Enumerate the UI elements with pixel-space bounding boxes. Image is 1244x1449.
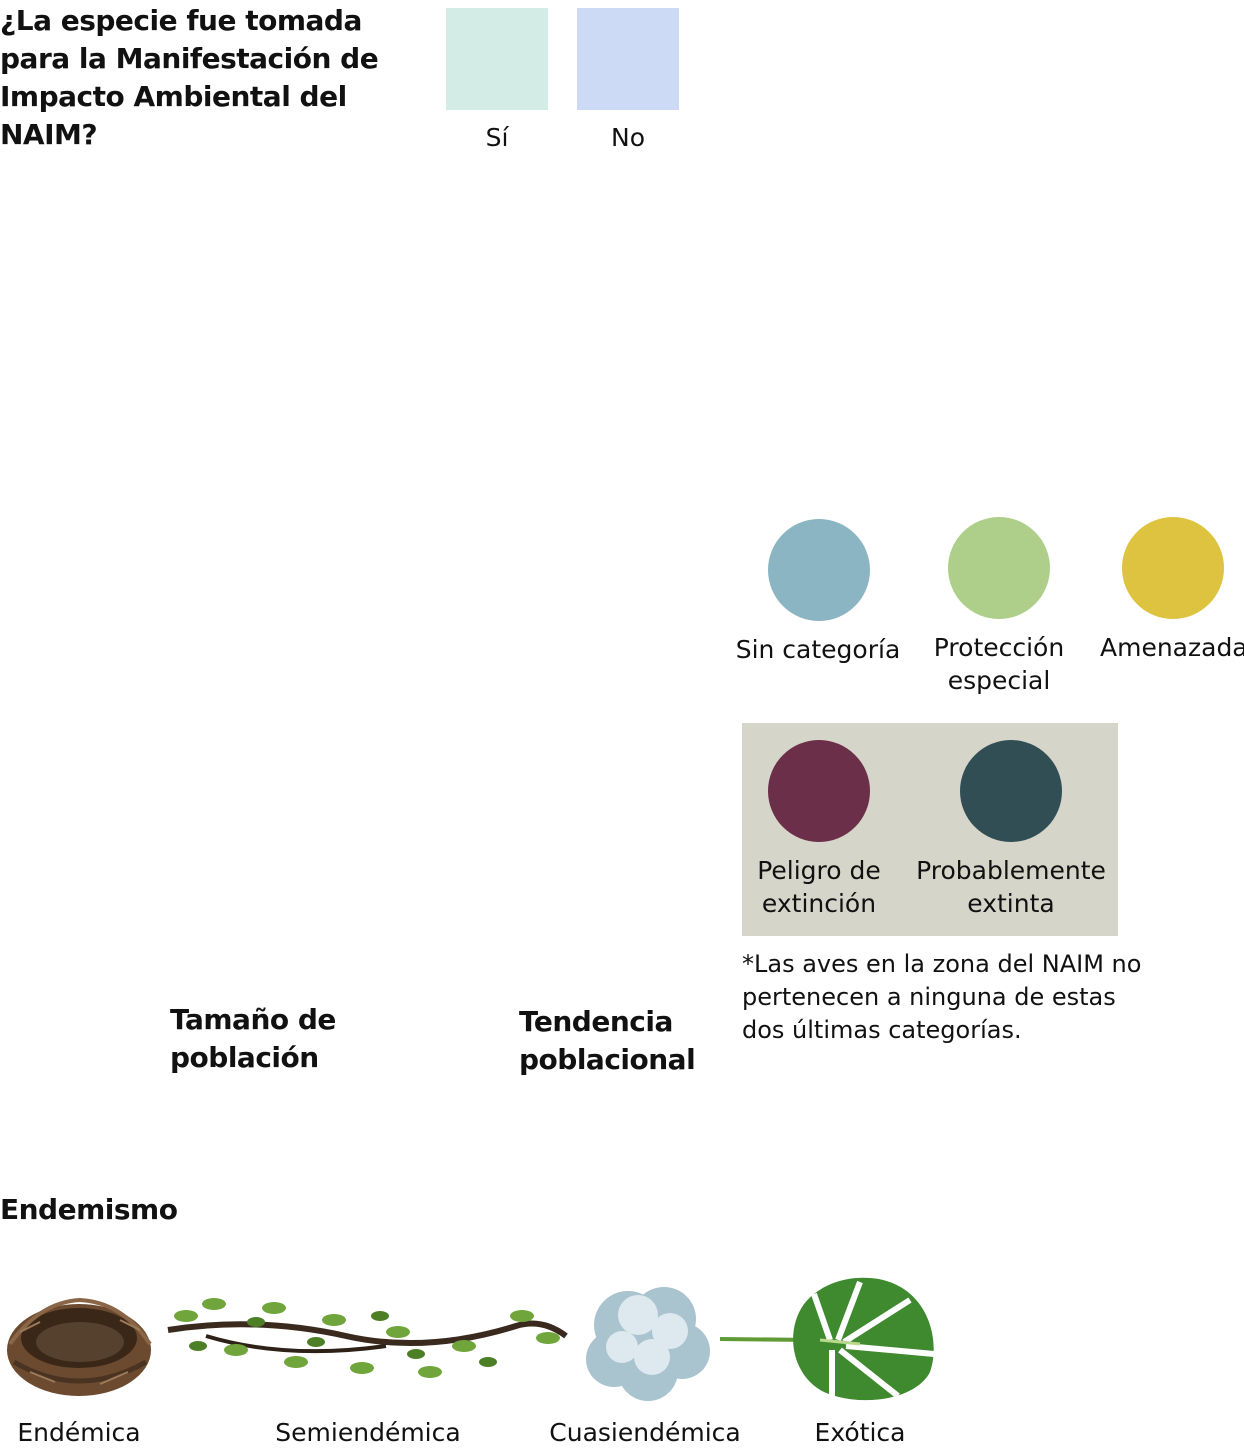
- label-probablemente-extinta: Probablemente extinta: [916, 856, 1106, 918]
- heading-population-trend: Tendencia poblacional: [519, 1005, 696, 1076]
- swatch-yes: [446, 8, 548, 110]
- monstera-leaf-icon: [720, 1274, 942, 1406]
- dot-peligro-extincion: [768, 740, 870, 842]
- dot-probablemente-extinta: [960, 740, 1062, 842]
- label-sin-categoria: Sin categoría: [735, 635, 901, 664]
- branch-icon: [166, 1276, 568, 1392]
- categories-note: *Las aves en la zona del NAIM no pertene…: [742, 950, 1142, 1044]
- dot-amenazada: [1122, 517, 1224, 619]
- heading-endemism: Endemismo: [0, 1193, 178, 1226]
- label-amenazada: Amenazada: [1100, 633, 1244, 662]
- label-endemica: Endémica: [17, 1418, 141, 1447]
- swatch-no: [577, 8, 679, 110]
- question-title: ¿La especie fue tomada para la Manifesta…: [0, 4, 379, 151]
- label-cuasiendemica: Cuasiendémica: [549, 1418, 741, 1447]
- label-proteccion-especial: Protección especial: [933, 633, 1065, 695]
- nest-icon: [0, 1272, 158, 1404]
- label-semiendemica: Semiendémica: [275, 1418, 461, 1447]
- dot-sin-categoria: [768, 519, 870, 621]
- dot-proteccion-especial: [948, 517, 1050, 619]
- label-no: No: [611, 123, 645, 152]
- cloud-icon: [578, 1275, 714, 1403]
- heading-population-size: Tamaño de población: [170, 1003, 336, 1074]
- label-exotica: Exótica: [814, 1418, 906, 1447]
- label-peligro-extincion: Peligro de extinción: [757, 856, 881, 918]
- label-yes: Sí: [485, 123, 509, 152]
